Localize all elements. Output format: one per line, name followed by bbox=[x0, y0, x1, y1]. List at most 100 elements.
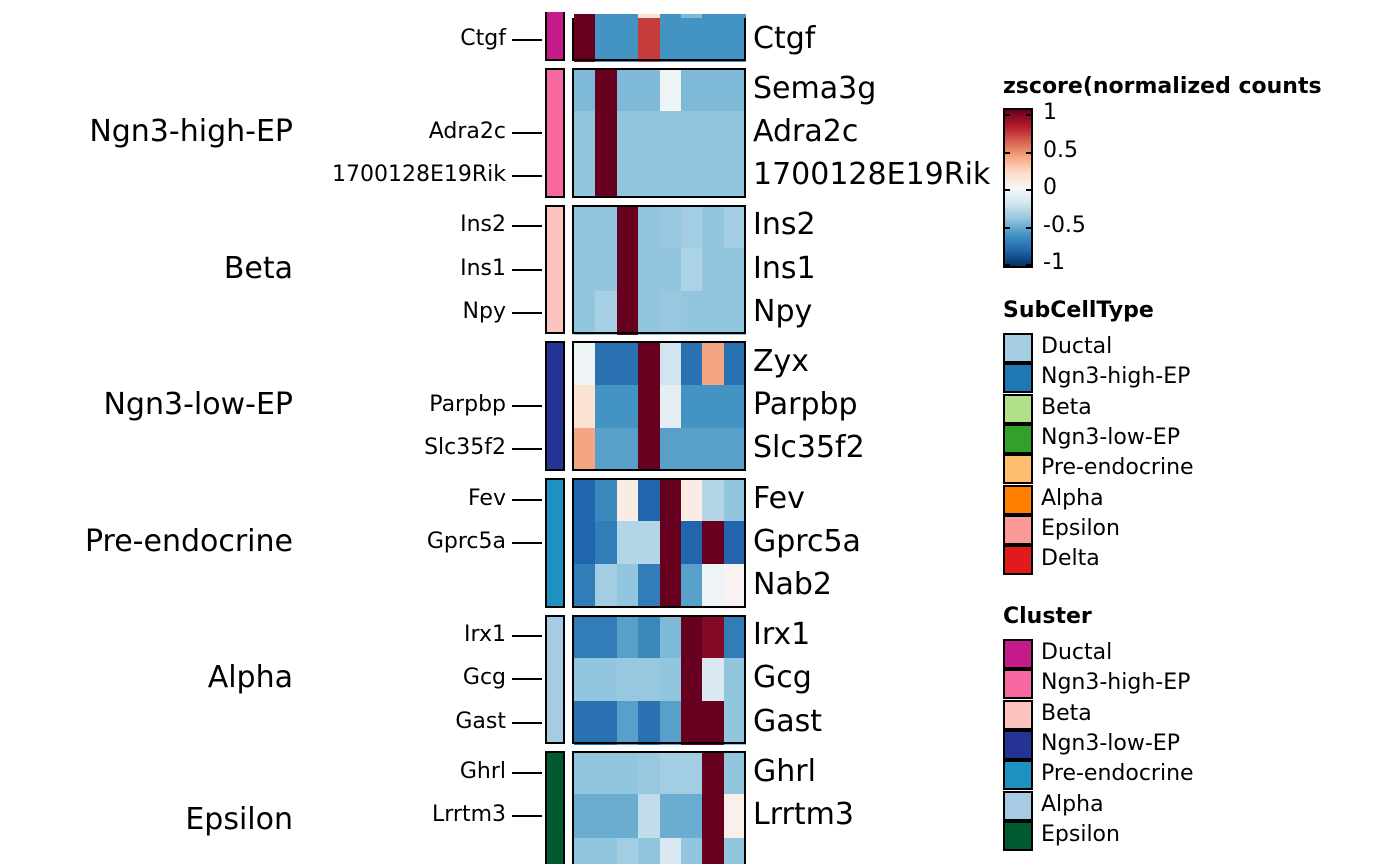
heatmap-cell bbox=[659, 478, 682, 522]
heatmap-cell bbox=[681, 521, 703, 565]
row-tick-mark bbox=[512, 815, 542, 817]
heatmap-cell bbox=[574, 427, 596, 472]
legend-swatch bbox=[1003, 363, 1033, 394]
heatmap-cell bbox=[638, 18, 661, 62]
legend-title-cluster: Cluster bbox=[1003, 604, 1092, 629]
heatmap-cell bbox=[659, 837, 682, 864]
heatmap-cell bbox=[702, 68, 725, 112]
heatmap-cell bbox=[638, 291, 661, 335]
row-label-right: Nab2 bbox=[753, 567, 832, 602]
row-label-right: Gprc5a bbox=[753, 523, 861, 559]
row-label-left: Irx1 bbox=[464, 622, 506, 648]
legend-swatch bbox=[1003, 484, 1033, 515]
legend-swatch bbox=[1003, 639, 1033, 669]
row-label-right: Sema3g bbox=[753, 70, 877, 106]
heatmap-cell bbox=[595, 111, 618, 156]
heatmap-cell bbox=[702, 18, 725, 62]
heatmap-cell bbox=[574, 248, 596, 292]
heatmap-cell bbox=[702, 751, 725, 795]
heatmap-cell bbox=[659, 341, 682, 386]
heatmap-cell bbox=[595, 154, 618, 199]
heatmap-cell bbox=[659, 14, 682, 18]
colorbar-title: zscore(normalized counts bbox=[1003, 74, 1322, 99]
row-group-label: Ngn3-high-EP bbox=[89, 114, 293, 149]
legend-item-label: Pre-endocrine bbox=[1041, 761, 1194, 787]
heatmap-cell bbox=[702, 614, 725, 659]
heatmap-cell bbox=[702, 794, 725, 839]
heatmap-cell bbox=[681, 204, 703, 249]
legend-swatch bbox=[1003, 333, 1033, 363]
heatmap-cell bbox=[595, 701, 618, 745]
row-label-right: Ins1 bbox=[753, 250, 816, 286]
row-tick-mark bbox=[512, 268, 542, 271]
legend-item-label: Pre-endocrine bbox=[1041, 455, 1194, 481]
heatmap-cell bbox=[659, 248, 682, 292]
row-label-right: Ghrl bbox=[753, 753, 816, 789]
heatmap-cell bbox=[595, 68, 618, 112]
legend-title-subcelltype: SubCellType bbox=[1003, 298, 1154, 323]
row-label-left: Lrrtm3 bbox=[431, 802, 506, 827]
heatmap-cell bbox=[723, 564, 746, 609]
heatmap-cell bbox=[681, 384, 703, 429]
heatmap-cell bbox=[659, 18, 682, 62]
heatmap-cell bbox=[681, 68, 703, 112]
row-tick-mark bbox=[512, 498, 542, 501]
row-label-right: Slc35f2 bbox=[753, 430, 865, 466]
heatmap-cell bbox=[638, 154, 661, 199]
row-tick-mark bbox=[512, 541, 542, 544]
heatmap-cell bbox=[595, 384, 618, 429]
row-label-right: Npy bbox=[753, 293, 813, 329]
legend-swatch bbox=[1003, 790, 1033, 821]
heatmap-cell bbox=[616, 341, 639, 386]
heatmap-cell bbox=[638, 427, 661, 472]
heatmap-cell bbox=[681, 657, 703, 702]
heatmap-cell bbox=[702, 478, 725, 522]
heatmap-cell bbox=[681, 427, 703, 472]
heatmap-cell bbox=[659, 657, 682, 702]
row-label-right: Ins2 bbox=[753, 207, 816, 243]
heatmap-cell bbox=[681, 564, 703, 609]
row-label-right: Adra2c bbox=[753, 114, 859, 149]
heatmap-cell bbox=[616, 564, 639, 609]
row-group-label: Alpha bbox=[207, 660, 293, 696]
row-tick-mark bbox=[512, 38, 542, 41]
legend-item-label: Beta bbox=[1041, 394, 1092, 420]
colorbar bbox=[1003, 108, 1033, 268]
colorbar-tick-label: 0.5 bbox=[1043, 137, 1078, 163]
heatmap-cell bbox=[616, 291, 639, 335]
heatmap-cell bbox=[638, 204, 661, 249]
heatmap-cell bbox=[595, 657, 618, 702]
heatmap-cell bbox=[723, 478, 746, 522]
heatmap-cell bbox=[616, 384, 639, 429]
row-tick-mark bbox=[512, 635, 542, 638]
heatmap-cell bbox=[595, 248, 618, 292]
cluster-annotation-pre-endocrine bbox=[545, 478, 565, 608]
legend-item-label: Ngn3-high-EP bbox=[1041, 364, 1191, 390]
colorbar-tick-mark bbox=[1005, 189, 1010, 191]
legend-item-label: Ngn3-high-EP bbox=[1041, 670, 1191, 696]
legend-swatch bbox=[1003, 423, 1033, 454]
heatmap-cell bbox=[574, 154, 596, 199]
legend-item-label: Epsilon bbox=[1041, 821, 1120, 847]
row-label-right: Ctgf bbox=[753, 20, 816, 56]
heatmap-cell bbox=[574, 341, 596, 386]
heatmap-cell bbox=[723, 204, 746, 249]
heatmap-cell bbox=[638, 837, 661, 864]
row-tick-mark bbox=[512, 721, 542, 724]
heatmap-cell bbox=[574, 204, 596, 249]
colorbar-tick-mark bbox=[1005, 114, 1010, 116]
row-group-label: Epsilon bbox=[185, 802, 293, 838]
legend-item-label: Epsilon bbox=[1041, 515, 1120, 541]
row-tick-mark bbox=[512, 175, 542, 178]
row-tick-mark bbox=[512, 448, 542, 451]
row-label-right: Fev bbox=[753, 480, 805, 516]
legend-swatch bbox=[1003, 393, 1033, 424]
heatmap-cell bbox=[638, 794, 661, 839]
row-label-left: Gprc5a bbox=[426, 528, 506, 554]
heatmap-cell bbox=[574, 521, 596, 565]
heatmap-cell bbox=[574, 478, 596, 522]
heatmap-cell bbox=[638, 521, 661, 565]
row-label-left: Fev bbox=[467, 485, 506, 511]
heatmap-cell bbox=[723, 154, 746, 199]
row-label-left: 1700128E19Rik bbox=[331, 162, 506, 188]
